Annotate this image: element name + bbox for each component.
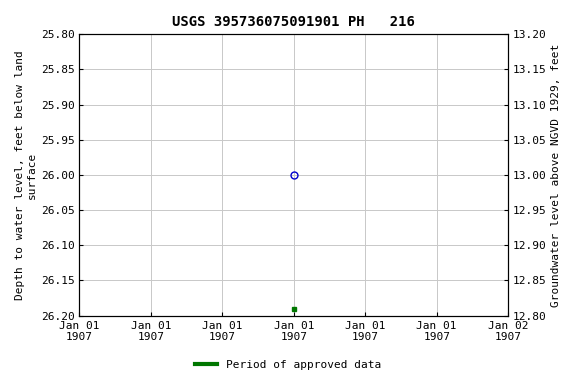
Y-axis label: Groundwater level above NGVD 1929, feet: Groundwater level above NGVD 1929, feet xyxy=(551,43,561,306)
Title: USGS 395736075091901 PH   216: USGS 395736075091901 PH 216 xyxy=(172,15,415,29)
Y-axis label: Depth to water level, feet below land
surface: Depth to water level, feet below land su… xyxy=(15,50,37,300)
Legend: Period of approved data: Period of approved data xyxy=(191,356,385,375)
